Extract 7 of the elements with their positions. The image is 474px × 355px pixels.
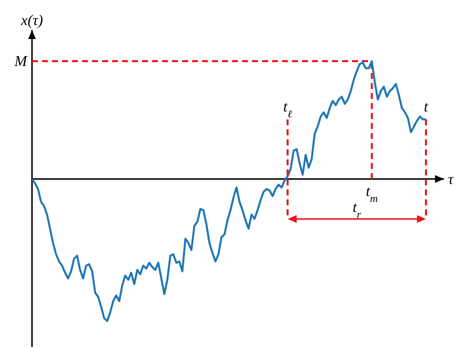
annotation: t <box>424 99 429 116</box>
annotation: t$_{r}$ <box>352 200 362 222</box>
y-axis-title: x(τ) <box>20 13 44 29</box>
annotation: t$_{ℓ}$ <box>283 99 292 120</box>
x-axis-title: τ <box>448 172 454 188</box>
annotation: t$_{m}$ <box>366 184 378 206</box>
ref-line-label: M <box>14 54 28 70</box>
